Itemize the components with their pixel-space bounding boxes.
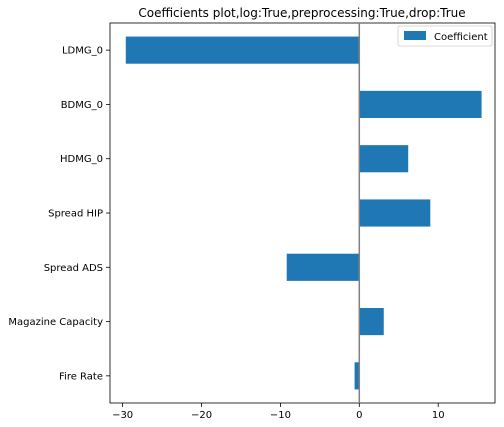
legend-swatch [404, 31, 426, 40]
y-tick-label: Magazine Capacity [8, 317, 103, 328]
x-tick-label: −20 [191, 410, 212, 421]
bar-spread-ads [286, 253, 360, 281]
bars-layer [125, 36, 482, 390]
x-tick-label: −30 [112, 410, 133, 421]
y-tick-label: BDMG_0 [61, 100, 103, 111]
x-tick-label: −10 [270, 410, 291, 421]
chart-title: Coefficients plot,log:True,preprocessing… [138, 6, 465, 20]
y-tick-label: Spread ADS [44, 263, 103, 274]
x-axis: −30 −20 −10 0 10 [112, 403, 445, 421]
bar-bdmg-0 [359, 90, 482, 118]
y-tick-label: HDMG_0 [60, 154, 103, 165]
bar-hdmg-0 [359, 145, 409, 173]
bar-magazine-capacity [359, 308, 384, 336]
bar-ldmg-0 [125, 36, 360, 64]
plot-frame [109, 22, 496, 404]
x-tick-label: 0 [356, 410, 362, 421]
y-axis: LDMG_0 BDMG_0 HDMG_0 Spread HIP Spread ADS Ma… [8, 46, 110, 382]
bar-spread-hip [359, 199, 431, 227]
bar-fire-rate [354, 362, 360, 390]
legend-label: Coefficient [434, 32, 488, 43]
legend: Coefficient [397, 25, 493, 47]
x-tick-label: 10 [432, 410, 445, 421]
y-tick-label: Fire Rate [59, 371, 103, 382]
y-tick-label: LDMG_0 [62, 46, 103, 57]
y-tick-label: Spread HIP [48, 209, 103, 220]
